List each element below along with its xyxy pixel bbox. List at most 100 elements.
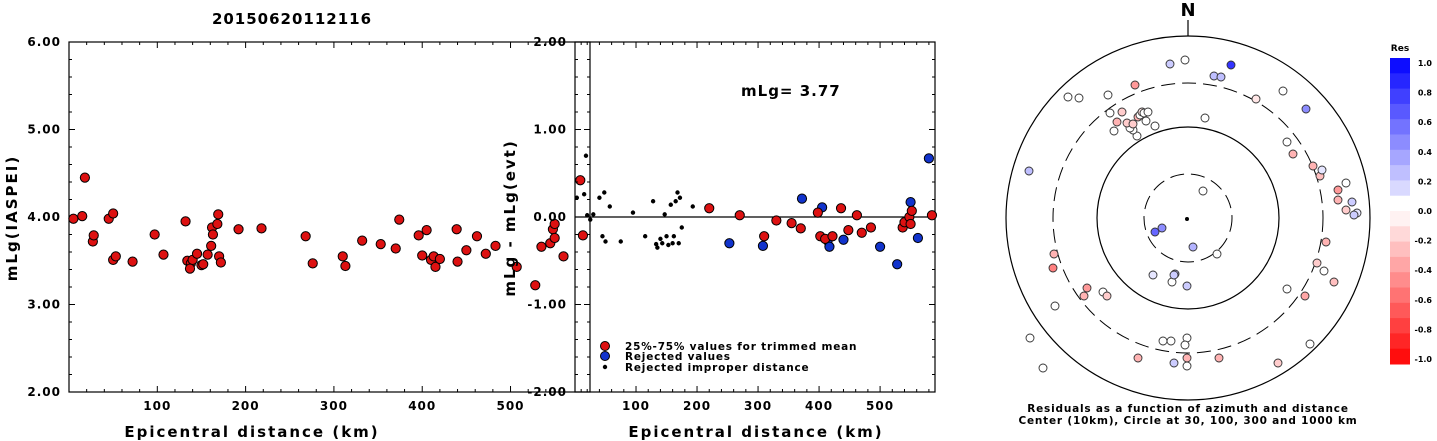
station-residual-point	[1180, 340, 1190, 350]
station-residual-point	[1182, 281, 1192, 291]
station-residual-point	[1282, 137, 1292, 147]
magnitude-point	[394, 214, 405, 225]
magnitude-point	[337, 251, 348, 262]
magnitude-point	[471, 231, 483, 242]
map-caption-line-1: Residuals as a function of azimuth and d…	[1027, 403, 1349, 415]
colorbar-cell	[1390, 302, 1410, 319]
y-tick-label: -2.00	[527, 385, 567, 399]
magnitude-point	[77, 211, 88, 222]
colorbar-tick-labels: 1.0 0.8 0.6 0.4 0.2 0.0 -0.2 -0.4 -0.6 -0.8 -1.0	[1415, 59, 1433, 364]
colorbar-cell	[1390, 333, 1410, 350]
station-residual-point	[1117, 107, 1127, 117]
magnitude-point	[434, 253, 445, 265]
magnitude-point	[127, 256, 138, 267]
station-residual-point	[1212, 249, 1222, 259]
station-residual-point	[1165, 59, 1175, 69]
improper-distance-point	[679, 225, 684, 230]
magnitude-point	[256, 223, 267, 234]
colorbar-cell	[1390, 226, 1410, 243]
magnitude-point	[480, 248, 491, 259]
magnitude-point	[577, 230, 589, 241]
station-residual-point	[1141, 116, 1151, 126]
magnitude-point	[511, 261, 522, 272]
station-residual-point	[1157, 223, 1167, 233]
improper-distance-point	[597, 195, 602, 200]
y-tick-label: 1.00	[533, 123, 567, 137]
accepted-point	[795, 223, 806, 234]
ring-300km	[1052, 82, 1324, 354]
station-residual-point	[1198, 186, 1208, 196]
magnitude-point	[213, 209, 224, 220]
station-residual-point	[1048, 263, 1058, 273]
station-residual-point	[1349, 210, 1359, 220]
colorbar-cell	[1390, 180, 1410, 197]
azimuth-residual-map: N Residuals as a function of azimuth and…	[1005, 0, 1371, 427]
magnitude-point	[212, 218, 223, 230]
magnitude-point	[421, 225, 432, 236]
legend-marker-accepted	[600, 341, 610, 351]
station-residual-point	[1288, 149, 1298, 159]
accepted-point	[865, 222, 877, 233]
magnitude-point	[184, 263, 196, 274]
y-axis-label: mLg - mLg(evt)	[501, 139, 519, 296]
data-points	[68, 172, 589, 291]
improper-distance-point	[653, 241, 659, 247]
station-residual-point	[1347, 197, 1357, 207]
magnitude-point	[307, 258, 318, 269]
x-tick-label: 100	[143, 399, 171, 413]
station-residual-point	[1301, 104, 1311, 114]
colorbar-tick-label: 0.0	[1418, 207, 1433, 216]
accepted-point	[827, 231, 838, 242]
y-tick-labels: -2.00 -1.00 0.00 1.00 2.00	[527, 35, 567, 399]
station-residual-point	[1169, 270, 1179, 280]
station-residual-point	[1319, 266, 1329, 276]
magnitude-point	[390, 243, 401, 254]
improper-distance-point	[591, 212, 596, 217]
rejected-point	[912, 232, 924, 244]
station-residual-point	[1025, 333, 1035, 343]
y-tick-label: -1.00	[527, 298, 567, 312]
x-tick-label: 400	[408, 399, 436, 413]
improper-distance-point	[630, 210, 636, 215]
station-residual-point	[1063, 92, 1073, 102]
improper-distance-point	[585, 213, 590, 218]
station-residual-point	[1273, 358, 1283, 368]
improper-distance-point	[581, 192, 587, 197]
colorbar-tick-label: 0.8	[1418, 89, 1433, 98]
rejected-point	[796, 193, 808, 204]
accepted-point	[786, 218, 797, 229]
station-residual-point	[1312, 258, 1322, 268]
colorbar-cell	[1390, 211, 1410, 227]
accepted-point	[759, 231, 770, 242]
legend-marker-rejected	[600, 351, 610, 361]
magnitude-point	[536, 241, 547, 252]
station-residual-point	[1102, 291, 1112, 301]
station-residual-point	[1317, 165, 1327, 175]
improper-distance-point	[642, 234, 648, 239]
legend-label: Rejected values	[625, 351, 731, 363]
ring-100km	[1096, 126, 1280, 310]
station-residual-point	[1188, 242, 1198, 252]
station-residual-point	[1105, 108, 1115, 118]
colorbar-cell	[1390, 149, 1410, 166]
y-axis-label: mLg(IASPEI)	[3, 155, 21, 281]
y-tick-label: 3.00	[27, 298, 61, 312]
colorbar-tick-label: -0.6	[1415, 296, 1433, 305]
station-residual-point	[1226, 60, 1236, 70]
magnitude-point	[452, 256, 463, 267]
station-residual-point	[1103, 90, 1113, 100]
station-residual-point	[1182, 361, 1192, 371]
legend-label: 25%-75% values for trimmed mean	[625, 341, 857, 353]
magnitude-point	[575, 175, 586, 186]
accepted-point	[926, 210, 938, 221]
accepted-point	[835, 203, 847, 214]
accepted-point	[771, 215, 782, 226]
colorbar-tick-label: 0.6	[1418, 118, 1433, 127]
station-residual-point	[1180, 55, 1190, 65]
station-residual-point	[1130, 80, 1140, 90]
colorbar-title: Res	[1391, 44, 1409, 54]
colorbar-cells	[1390, 58, 1410, 365]
magnitude-point	[300, 231, 311, 242]
station-residual-point	[1148, 270, 1158, 280]
